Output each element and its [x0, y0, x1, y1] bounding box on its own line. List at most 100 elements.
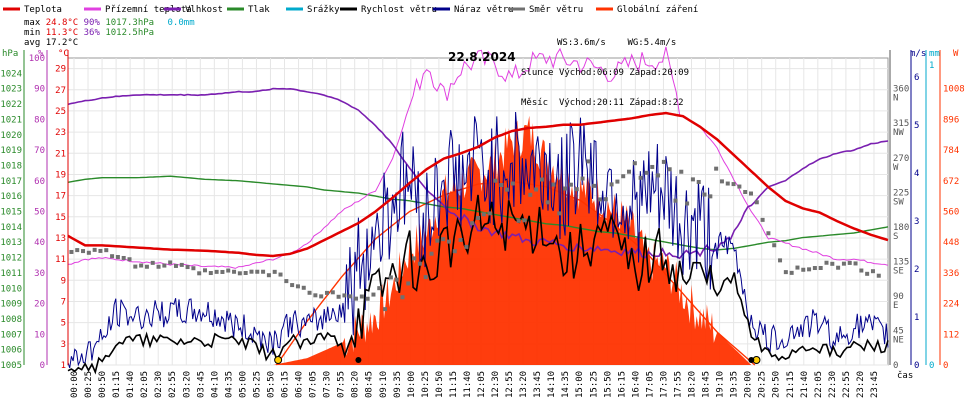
pressure-line [67, 175, 889, 251]
axis-humidity-tick: 90 [34, 85, 45, 95]
axis-pressure-tick: 1010 [0, 284, 22, 294]
wind-direction-point [388, 275, 393, 280]
wind-direction-point [168, 260, 173, 265]
wind-direction-point [354, 296, 359, 301]
x-tick-label: 23:20 [856, 371, 866, 398]
info-block: WS:3.6m/s WG:5.4m/s Slunce Východ:06:09 … [521, 18, 689, 128]
x-tick-label: 07:55 [337, 371, 347, 398]
wind-direction-point [789, 270, 794, 275]
axis-humidity-tick: 0 [40, 361, 45, 371]
x-tick-label: 05:25 [252, 371, 262, 398]
wind-direction-point [487, 211, 492, 216]
wind-direction-point [441, 237, 446, 242]
axis-wind-tick: 3 [914, 217, 919, 227]
wind-direction-point [458, 237, 463, 242]
wind-speed-line [67, 194, 889, 375]
legend-label: Globální záření [617, 5, 698, 15]
axis-humidity-tick: 40 [34, 238, 45, 248]
stat-avg-label: avg [24, 38, 41, 48]
wind-direction-point [725, 181, 730, 186]
axis-radiation-tick: 112 [943, 330, 959, 340]
series-lines [67, 46, 889, 375]
wind-direction-point [812, 266, 817, 271]
wind-direction-point [371, 292, 376, 297]
x-tick-label: 07:05 [309, 371, 319, 398]
axis-temperature-tick: 5 [61, 319, 66, 329]
x-tick-label: 00:25 [84, 371, 94, 398]
stat-min-press: 1012.5hPa [105, 28, 155, 38]
wind-direction-point [185, 265, 190, 270]
axis-pressure-tick: 1005 [0, 361, 22, 371]
x-tick-label: 07:30 [323, 371, 333, 398]
axis-temperature-tick: 9 [61, 276, 66, 286]
wind-direction-point [115, 255, 120, 260]
axis-direction-tick: 225 [893, 188, 909, 198]
wind-direction-point [342, 293, 347, 298]
x-tick-label: 19:10 [716, 371, 726, 398]
x-tick-label: 03:45 [196, 371, 206, 398]
wind-direction-point [133, 264, 138, 269]
legend-label: Náraz větru [454, 5, 514, 15]
x-tick-label: 13:20 [519, 371, 529, 398]
axis-temperature-tick: 19 [55, 170, 66, 180]
wind-direction-point [435, 238, 440, 243]
wind-direction-point [284, 279, 289, 284]
x-tick-label: 20:50 [772, 371, 782, 398]
wind-direction-point [173, 263, 178, 268]
axis-pressure-tick: 1016 [0, 192, 22, 202]
axis-radiation-tick: 0 [943, 361, 948, 371]
wind-direction-point [621, 174, 626, 179]
axis-temperature-tick: 29 [55, 65, 66, 75]
wind-direction-point [127, 257, 132, 262]
wind-direction-point [330, 290, 335, 295]
axis-direction-tick-dir: N [893, 94, 898, 104]
wind-direction-point [383, 307, 388, 312]
wind-direction-point [609, 182, 614, 187]
stat-min-hum: 36% [83, 28, 100, 38]
moon-marker [748, 357, 755, 363]
x-tick-label: 14:35 [561, 371, 571, 398]
wind-direction-point [644, 170, 649, 175]
wind-direction-point [348, 294, 353, 299]
wind-direction-point [714, 166, 719, 171]
stat-min-temp: 11.3°C [45, 28, 79, 38]
stat-max-temp: 24.8°C [45, 18, 79, 28]
wind-direction-point [592, 183, 597, 188]
wind-direction-point [377, 286, 382, 291]
wind-direction-point [638, 175, 643, 180]
wind-direction-point [446, 239, 451, 244]
axis-temperature-tick: 23 [55, 128, 66, 138]
wind-direction-point [731, 182, 736, 187]
axis-radiation-tick: 784 [943, 146, 959, 156]
axis-direction-tick: 180 [893, 223, 909, 233]
wind-direction-point [859, 268, 864, 273]
wind-direction-point [203, 268, 208, 273]
wind-direction-point [232, 269, 237, 274]
wind-direction-point [493, 178, 498, 183]
axis-direction-tick: 270 [893, 154, 909, 164]
wind-direction-point [249, 269, 254, 274]
wind-direction-point [760, 217, 765, 222]
wind-direction-point [754, 200, 759, 205]
wind-direction-point [568, 182, 573, 187]
wind-direction-point [470, 221, 475, 226]
wind-direction-point [801, 267, 806, 272]
wind-direction-point [539, 177, 544, 182]
axis-pressure-tick: 1007 [0, 330, 22, 340]
x-tick-label: 00:50 [98, 371, 108, 398]
wind-direction-point [81, 249, 86, 254]
wind-direction-point [853, 261, 858, 266]
wind-direction-point [156, 264, 161, 269]
wind-direction-point [417, 261, 422, 266]
x-tick-label: 02:05 [140, 371, 150, 398]
sun-rise: Východ:06:09 [558, 68, 624, 78]
x-tick-label: 15:25 [589, 371, 599, 398]
wind-direction-point [743, 189, 748, 194]
temperature-line [67, 111, 889, 258]
radiation-fill [273, 115, 752, 365]
wind-direction-point [110, 254, 115, 259]
wind-direction-point [656, 173, 661, 178]
wind-direction-point [423, 275, 428, 280]
wind-direction-point [580, 176, 585, 181]
